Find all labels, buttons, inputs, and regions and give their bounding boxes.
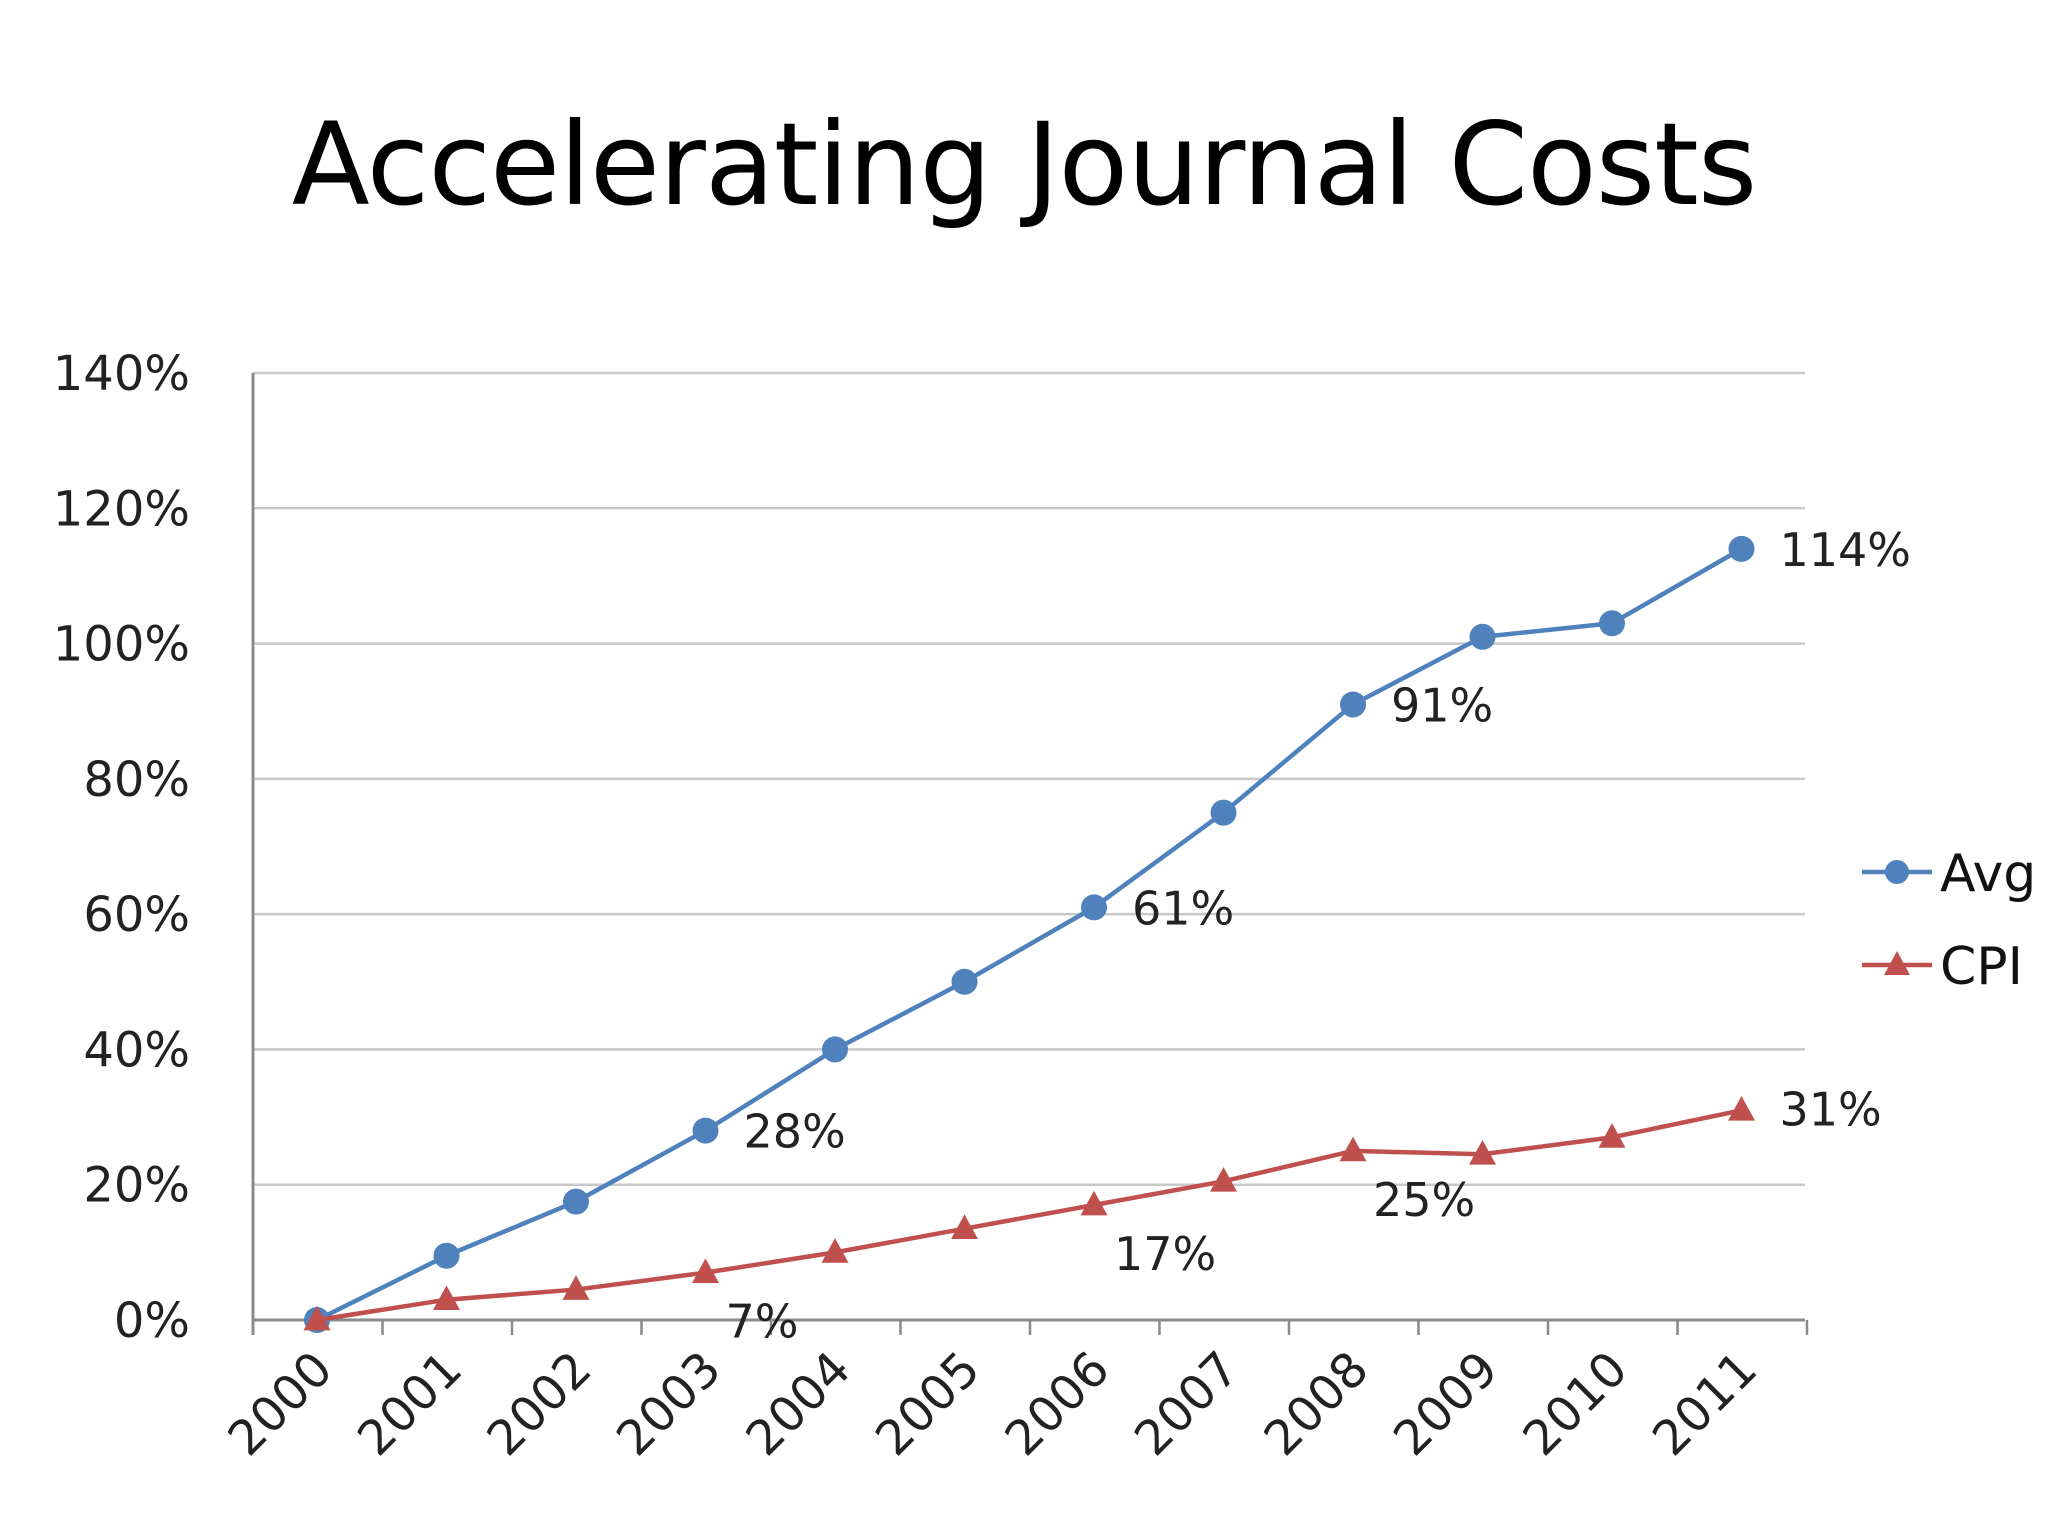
x-tick-label: 2003	[606, 1341, 732, 1467]
y-tick-label: 80%	[83, 752, 190, 808]
legend-label-cpi: CPI	[1940, 937, 2023, 997]
series-line-cpi	[316, 1108, 1742, 1323]
x-tick-label: 2008	[1254, 1341, 1380, 1467]
y-tick-label: 40%	[83, 1022, 190, 1078]
y-tick-label: 60%	[83, 887, 190, 943]
y-tick-label: 20%	[83, 1158, 190, 1214]
data-point-avg	[1081, 894, 1107, 921]
gridlines	[253, 371, 1805, 1322]
data-point-avg	[1469, 623, 1496, 650]
data-point-cpi	[562, 1275, 590, 1300]
data-point-avg	[822, 1036, 848, 1063]
data-point-avg	[692, 1117, 719, 1144]
data-point-cpi	[951, 1214, 978, 1240]
x-tick-label: 2007	[1124, 1341, 1250, 1467]
slide-title: Accelerating Journal Costs	[291, 98, 1758, 231]
data-point-avg	[951, 968, 978, 995]
data-point-cpi	[1339, 1136, 1367, 1162]
x-tick-label: 2005	[865, 1341, 991, 1467]
data-point-avg	[1599, 610, 1625, 637]
data-point-avg	[433, 1242, 460, 1269]
data-point-cpi	[1598, 1123, 1626, 1148]
x-tick-label: 2010	[1513, 1341, 1639, 1467]
x-tick-label: 2009	[1383, 1341, 1509, 1467]
data-label-avg: 114%	[1780, 523, 1912, 577]
legend-marker	[1885, 860, 1909, 884]
data-point-avg	[1728, 535, 1755, 562]
data-point-cpi	[1210, 1167, 1237, 1192]
data-point-cpi	[692, 1258, 719, 1283]
y-tick-label: 120%	[53, 481, 190, 537]
data-point-cpi	[433, 1285, 460, 1311]
data-label-cpi: 7%	[726, 1295, 799, 1349]
x-tick-label: 2011	[1642, 1341, 1768, 1467]
y-tick-label: 0%	[114, 1293, 190, 1349]
data-point-avg	[1210, 799, 1237, 826]
series	[303, 535, 1755, 1333]
legend: Avg CPI	[1862, 844, 2036, 997]
data-label-cpi: 31%	[1780, 1082, 1882, 1136]
y-tick-label: 140%	[53, 346, 190, 402]
data-point-avg	[1340, 691, 1366, 718]
x-tick-label: 2004	[736, 1341, 862, 1467]
data-point-cpi	[1080, 1190, 1108, 1216]
data-labels: 28% 61% 91% 114% 7% 17% 25% 31%	[726, 523, 1912, 1349]
x-tick-label: 2000	[218, 1341, 344, 1467]
data-point-cpi	[303, 1305, 331, 1331]
data-point-avg	[563, 1188, 589, 1215]
data-label-avg: 61%	[1132, 881, 1234, 935]
axes: 0%20%40%60%80%100%120%140%2000 2001 2002 20…	[53, 346, 1809, 1467]
data-point-cpi	[1728, 1096, 1755, 1121]
data-label-avg: 91%	[1391, 678, 1493, 732]
data-label-avg: 28%	[744, 1105, 846, 1159]
x-tick-label: 2002	[477, 1341, 603, 1467]
data-label-cpi: 17%	[1114, 1227, 1216, 1281]
data-point-cpi	[821, 1238, 849, 1263]
data-point-cpi	[1469, 1140, 1496, 1165]
legend-label-avg: Avg	[1940, 844, 2036, 904]
legend-marker	[1884, 951, 1910, 975]
x-tick-label: 2006	[995, 1341, 1121, 1467]
series-line-avg	[315, 546, 1743, 1323]
y-tick-label: 100%	[53, 617, 190, 673]
data-label-cpi: 25%	[1373, 1173, 1475, 1227]
x-tick-label: 2001	[347, 1341, 473, 1467]
